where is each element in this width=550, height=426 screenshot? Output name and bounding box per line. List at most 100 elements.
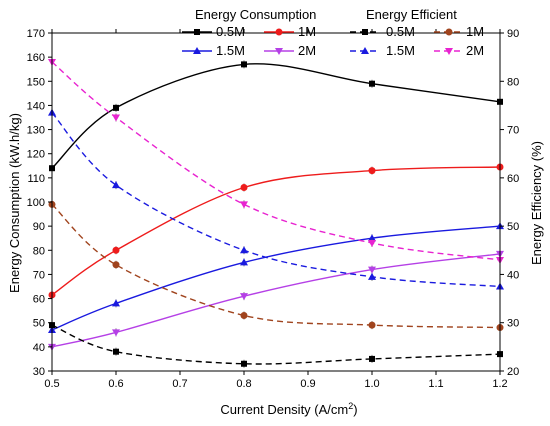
x-tick-label: 1.1	[428, 378, 443, 390]
legend-item-efficiency-2m: 2M	[434, 43, 484, 58]
y-left-tick-label: 150	[27, 76, 45, 88]
y-left-tick-label: 90	[33, 221, 45, 233]
x-tick-label: 1.0	[364, 378, 379, 390]
legend: Energy Consumption Energy Efficient 0.5M 1M…	[182, 7, 484, 58]
y-right-tick-label: 20	[507, 366, 519, 378]
x-tick-label: 0.5	[44, 378, 59, 390]
y-right-tick-label: 90	[507, 28, 519, 40]
legend-marker	[193, 47, 201, 54]
x-axis-title-main: Current Density (A/cm	[220, 402, 348, 417]
legend-marker	[445, 28, 453, 36]
data-point	[113, 104, 119, 111]
x-tick-label: 0.9	[300, 378, 315, 390]
series-line-consumption-1m	[51, 166, 501, 296]
legend-label: 1.5M	[386, 43, 415, 58]
legend-marker	[362, 29, 368, 35]
y-left-tick-label: 170	[27, 28, 45, 40]
data-point	[369, 80, 375, 87]
legend-item-consumption-0_5m: 0.5M	[182, 24, 245, 39]
data-point	[240, 293, 248, 301]
legend-item-consumption-2m: 2M	[264, 43, 316, 58]
data-point	[112, 299, 120, 307]
series-line-efficiency-0_5m	[51, 324, 501, 365]
data-point	[240, 246, 248, 254]
series-consumption-2m	[48, 249, 504, 351]
y-right-tick-label: 40	[507, 269, 519, 281]
x-tick-label: 0.8	[236, 378, 251, 390]
legend-title-consumption: Energy Consumption	[195, 7, 316, 22]
series-line-consumption-1_5m	[51, 225, 501, 331]
series-line-efficiency-2m	[51, 61, 501, 261]
legend-label: 2M	[298, 43, 316, 58]
legend-label: 0.5M	[386, 24, 415, 39]
series-line-efficiency-1m	[51, 203, 501, 329]
y-left-tick-label: 40	[33, 342, 45, 354]
legend-item-consumption-1m: 1M	[264, 24, 316, 39]
data-point	[113, 348, 119, 355]
y-left-tick-label: 130	[27, 125, 45, 137]
data-point	[112, 246, 120, 254]
data-point	[368, 240, 376, 248]
series-efficiency-0_5m	[49, 321, 503, 368]
legend-marker	[361, 47, 369, 54]
data-point	[241, 61, 247, 68]
y-left-axis-title: Energy Consumption (kW.h/kg)	[7, 113, 22, 293]
x-tick-label: 0.7	[172, 378, 187, 390]
plot-frame	[51, 32, 501, 372]
x-axis-title: Current Density (A/cm2)	[220, 401, 357, 417]
y-left-tick-label: 50	[33, 318, 45, 330]
data-point	[369, 355, 375, 362]
series-layer	[48, 57, 504, 368]
x-axis-title-tail: )	[353, 402, 357, 417]
y-left-tick-label: 80	[33, 245, 45, 257]
y-right-tick-label: 80	[507, 76, 519, 88]
data-point	[368, 321, 376, 329]
y-right-tick-label: 60	[507, 173, 519, 185]
series-line-efficiency-1_5m	[51, 112, 501, 288]
legend-item-consumption-1_5m: 1.5M	[182, 43, 245, 58]
legend-item-efficiency-1m: 1M	[434, 24, 484, 39]
legend-label: 1.5M	[216, 43, 245, 58]
legend-label: 0.5M	[216, 24, 245, 39]
legend-label: 1M	[298, 24, 316, 39]
series-consumption-1_5m	[48, 222, 504, 334]
y-left-tick-label: 60	[33, 294, 45, 306]
x-tick-label: 0.6	[108, 378, 123, 390]
y-left-tick-label: 160	[27, 52, 45, 64]
y-right-axis-title: Energy Efficiency (%)	[529, 141, 544, 265]
series-line-consumption-2m	[51, 253, 501, 348]
legend-item-efficiency-1_5m: 1.5M	[350, 43, 415, 58]
series-efficiency-2m	[48, 57, 504, 264]
data-point	[240, 184, 248, 192]
data-point	[240, 201, 248, 209]
y-left-tick-label: 70	[33, 269, 45, 281]
data-point	[368, 167, 376, 175]
data-point	[368, 272, 376, 280]
legend-marker	[445, 48, 453, 55]
data-point	[240, 258, 248, 266]
y-right-tick-label: 70	[507, 125, 519, 137]
data-point	[112, 114, 120, 122]
series-efficiency-1m	[48, 200, 504, 332]
y-right-tick-label: 50	[507, 221, 519, 233]
y-left-tick-label: 30	[33, 366, 45, 378]
legend-marker	[275, 48, 283, 55]
data-point	[368, 266, 376, 274]
y-left-tick-label: 140	[27, 100, 45, 112]
y-left-tick-label: 120	[27, 149, 45, 161]
legend-title-efficiency: Energy Efficient	[366, 7, 457, 22]
legend-label: 1M	[466, 24, 484, 39]
x-axis-title-sup: 2	[348, 401, 353, 411]
legend-label: 2M	[466, 43, 484, 58]
data-point	[241, 360, 247, 367]
data-point	[368, 234, 376, 242]
x-tick-label: 1.2	[492, 378, 507, 390]
series-line-consumption-0_5m	[51, 63, 501, 169]
legend-marker	[275, 28, 283, 36]
y-left-tick-label: 110	[27, 173, 45, 185]
data-point	[112, 181, 120, 189]
y-right-tick-label: 30	[507, 318, 519, 330]
data-point	[112, 261, 120, 269]
legend-marker	[194, 29, 200, 35]
